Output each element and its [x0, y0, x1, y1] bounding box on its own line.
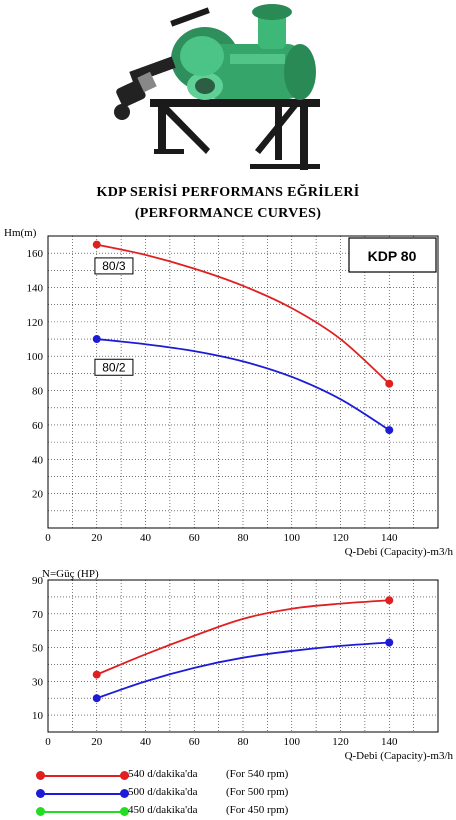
plot-frame	[47, 579, 439, 733]
series-line	[96, 338, 390, 431]
x-tick-label: 60	[189, 532, 201, 544]
model-label: KDP 80	[368, 248, 417, 264]
y-tick-label: 40	[32, 454, 44, 466]
x-tick-label: 0	[45, 736, 51, 748]
legend-rpm-label: (For 540 rpm)	[226, 768, 289, 780]
y-tick-label: 100	[27, 351, 44, 363]
series-line	[96, 599, 390, 676]
y-tick-label: 60	[32, 420, 44, 432]
legend-swatch-dot	[120, 807, 129, 816]
legend-label: 450 d/dakika'da	[128, 804, 198, 816]
x-tick-label: 60	[189, 736, 201, 748]
x-tick-label: 140	[381, 532, 398, 544]
y-tick-label: 50	[32, 643, 44, 655]
x-tick-label: 120	[332, 532, 349, 544]
power-curve-chart: 0 20 40 60 80 100 120 140 10 30 50 70 90N=Güç (HP) Q-…	[32, 568, 453, 762]
x-tick-label: 20	[91, 736, 103, 748]
data-point	[92, 694, 101, 703]
model-label-box	[348, 237, 437, 273]
x-tick-label: 140	[381, 736, 398, 748]
y-tick-label: 160	[27, 248, 44, 260]
pump-body	[171, 4, 316, 100]
series-line	[96, 243, 390, 385]
drive-shaft	[114, 56, 176, 120]
chart-title-line-2: (PERFORMANCE CURVES)	[134, 206, 322, 221]
data-point	[385, 426, 394, 435]
y-tick-label: 90	[32, 575, 44, 587]
legend-swatch-dot	[120, 789, 129, 798]
legend-swatch-dot	[36, 771, 45, 780]
chart-title-line-1: KDP SERİSİ PERFORMANS EĞRİLERİ	[96, 185, 360, 200]
data-point	[92, 240, 101, 249]
y-tick-label: 20	[32, 489, 44, 501]
data-point	[385, 638, 394, 647]
x-axis-label: Q-Debi (Capacity)-m3/h	[345, 750, 454, 762]
x-tick-label: 100	[284, 532, 301, 544]
series-label-box	[94, 257, 134, 275]
pump-frame	[150, 7, 320, 170]
pump-photo	[114, 4, 320, 170]
series-label: 80/2	[102, 360, 126, 374]
data-point	[92, 670, 101, 679]
legend-label: 540 d/dakika'da	[128, 768, 198, 780]
legend-label: 500 d/dakika'da	[128, 786, 198, 798]
legend-rpm-label: (For 450 rpm)	[226, 804, 289, 816]
x-tick-label: 80	[238, 532, 250, 544]
x-tick-label: 40	[140, 736, 152, 748]
y-axis-label: N=Güç (HP)	[42, 568, 99, 580]
legend-rpm-label: (For 500 rpm)	[226, 786, 289, 798]
x-tick-label: 100	[284, 736, 301, 748]
x-axis-label: Q-Debi (Capacity)-m3/h	[345, 546, 454, 558]
x-tick-label: 20	[91, 532, 103, 544]
y-tick-label: 10	[32, 710, 44, 722]
series-label: 80/3	[102, 259, 126, 273]
y-tick-label: 120	[27, 317, 44, 329]
x-tick-label: 120	[332, 736, 349, 748]
series-line	[96, 641, 390, 700]
legend-swatch-line	[42, 775, 126, 777]
y-tick-label: 30	[32, 676, 44, 688]
legend-swatch-dot	[36, 807, 45, 816]
x-tick-label: 40	[140, 532, 152, 544]
y-tick-label: 70	[32, 609, 44, 621]
y-tick-label: 140	[27, 283, 44, 295]
x-tick-label: 80	[238, 736, 250, 748]
y-axis-label: Hm(m)	[4, 227, 37, 239]
legend-swatch-dot	[36, 789, 45, 798]
legend-swatch-line	[42, 811, 126, 813]
data-point	[385, 379, 394, 388]
legend-swatch-line	[42, 793, 126, 795]
y-tick-label: 80	[32, 386, 44, 398]
series-label-box	[94, 358, 134, 376]
head-curve-chart: 0 20 40 60 80 100 120 140 20 40 60 80 100 120 140 160 Hm…	[4, 227, 453, 558]
x-tick-label: 0	[45, 532, 51, 544]
plot-frame	[47, 235, 439, 529]
data-point	[92, 335, 101, 344]
data-point	[385, 596, 394, 605]
legend-swatch-dot	[120, 771, 129, 780]
